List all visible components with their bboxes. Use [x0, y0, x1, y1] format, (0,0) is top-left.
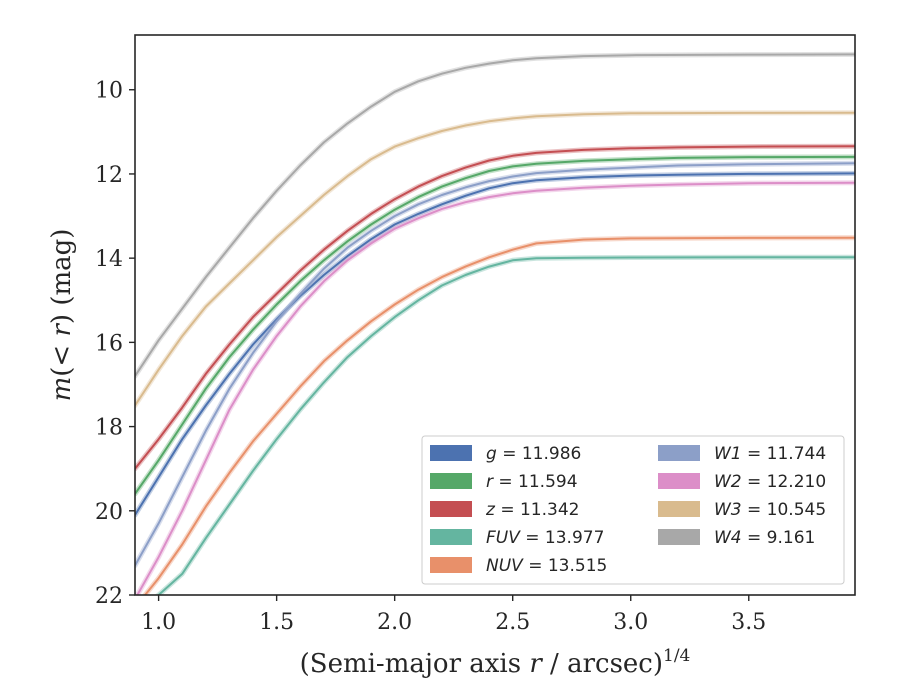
series-z	[135, 143, 855, 472]
x-axis-ticks: 1.0 1.5 2.0 2.5 3.0 3.5	[141, 595, 766, 635]
legend-label: NUV = 13.515	[486, 556, 607, 576]
legend-entry-g: g = 11.986	[430, 444, 581, 464]
legend-swatch	[430, 501, 472, 517]
series-NUV	[141, 235, 855, 595]
legend-swatch	[430, 445, 472, 461]
y-axis-label: m(< r) (mag)	[47, 229, 77, 402]
series-line-W2	[136, 181, 855, 595]
series-line-W3	[135, 111, 855, 407]
legend-swatch	[658, 473, 700, 489]
legend-swatch	[658, 529, 700, 545]
plot-frame	[134, 34, 856, 596]
y-axis-ticks: 10 12 14 16 18 20 22	[95, 79, 135, 609]
legend-entry-W2: W2 = 12.210	[658, 472, 826, 492]
legend-box	[421, 435, 845, 585]
series-W2	[135, 180, 855, 595]
legend: g = 11.986 r = 11.594 z = 11.342 FUV = 13.9…	[421, 435, 845, 585]
legend-entry-W3: W3 = 10.545	[658, 500, 826, 520]
y-tick-label: 12	[95, 163, 123, 188]
legend-label: FUV = 13.977	[486, 528, 604, 548]
y-tick-label: 10	[95, 79, 123, 104]
legend-label: W4 = 9.161	[714, 528, 815, 548]
legend-label: W2 = 12.210	[714, 472, 826, 492]
series-W3	[135, 110, 855, 408]
legend-entry-W1: W1 = 11.744	[658, 444, 826, 464]
series-line-FUV	[156, 256, 855, 595]
legend-entry-z: z = 11.342	[430, 500, 579, 520]
legend-swatch	[658, 501, 700, 517]
y-tick-label: 16	[95, 331, 123, 356]
y-tick-label: 22	[95, 584, 123, 609]
legend-label: W1 = 11.744	[714, 444, 826, 464]
x-tick-label: 1.0	[141, 610, 176, 635]
x-tick-label: 3.5	[731, 610, 766, 635]
series-line-z	[135, 145, 855, 470]
legend-swatch	[430, 473, 472, 489]
x-tick-label: 3.0	[613, 610, 648, 635]
series-W1	[135, 160, 855, 568]
series-line-W4	[135, 53, 855, 378]
legend-entry-NUV: NUV = 13.515	[430, 556, 607, 576]
series-W4	[135, 51, 855, 379]
legend-entry-W4: W4 = 9.161	[658, 528, 815, 548]
series-FUV	[154, 254, 855, 595]
x-axis-label: (Semi-major axis r / arcsec)1/4	[300, 646, 691, 679]
legend-swatch	[430, 557, 472, 573]
series-line-r	[135, 155, 855, 495]
series-g	[135, 170, 855, 518]
legend-entry-FUV: FUV = 13.977	[430, 528, 604, 548]
y-tick-label: 20	[95, 500, 123, 525]
series-line-g	[135, 172, 855, 516]
series-r	[135, 154, 855, 497]
plot-area	[135, 51, 855, 595]
x-tick-label: 2.0	[377, 610, 412, 635]
legend-swatch	[658, 445, 700, 461]
legend-label: W3 = 10.545	[714, 500, 826, 520]
series-line-NUV	[143, 236, 855, 595]
y-tick-label: 18	[95, 416, 123, 441]
x-tick-label: 2.5	[495, 610, 530, 635]
legend-entry-r: r = 11.594	[430, 472, 578, 492]
x-tick-label: 1.5	[259, 610, 294, 635]
legend-swatch	[430, 529, 472, 545]
legend-label: z = 11.342	[485, 500, 579, 520]
series-line-W1	[135, 162, 855, 567]
legend-label: r = 11.594	[486, 472, 578, 492]
y-tick-label: 14	[95, 247, 123, 272]
legend-label: g = 11.986	[486, 444, 581, 464]
